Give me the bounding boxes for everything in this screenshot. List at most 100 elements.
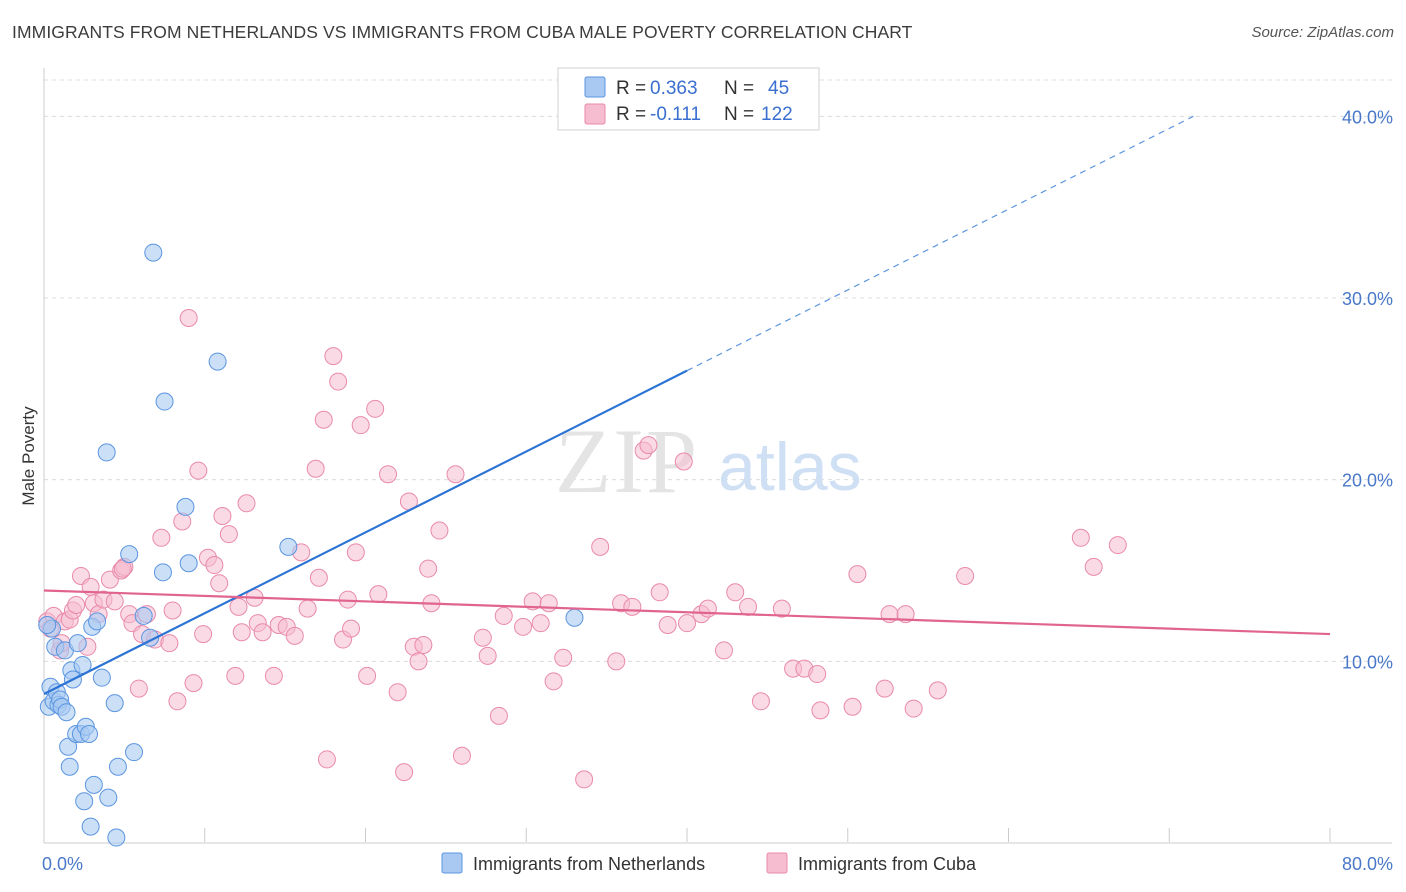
netherlands-point	[75, 792, 94, 811]
netherlands-point	[59, 737, 78, 756]
netherlands-point	[565, 608, 584, 627]
cuba-trend-line	[43, 589, 1331, 636]
cuba-point	[514, 617, 533, 636]
cuba-point	[843, 697, 862, 716]
cuba-point	[714, 641, 733, 660]
netherlands-point	[80, 725, 99, 743]
cuba-point	[739, 597, 758, 616]
cuba-point	[210, 574, 229, 593]
cuba-point	[395, 763, 414, 782]
y-tick-label: 10.0%	[1342, 652, 1393, 672]
cuba-point	[1108, 536, 1127, 555]
bottom-legend-swatch-cuba	[766, 852, 788, 874]
bottom-legend-swatch-netherlands	[441, 852, 463, 874]
cuba-point	[213, 507, 232, 525]
cuba-point	[956, 566, 975, 585]
cuba-point	[575, 770, 594, 789]
cuba-point	[317, 750, 336, 769]
netherlands-point	[57, 703, 76, 722]
cuba-point	[607, 652, 626, 671]
watermark: ZIP atlas	[555, 410, 862, 512]
watermark-zip: ZIP	[555, 410, 699, 512]
legend-r-value-1: 0.363	[650, 78, 698, 99]
cuba-point	[160, 634, 179, 653]
cuba-point	[309, 568, 328, 587]
legend-n-label-2: N =	[724, 104, 754, 125]
netherlands-point	[120, 545, 139, 564]
cuba-point	[698, 599, 717, 618]
cuba-point	[478, 646, 497, 665]
cuba-point	[414, 635, 433, 654]
legend-n-label-1: N =	[724, 78, 754, 99]
top-legend: R = 0.363 N = 45 R = -0.111 N = 122	[557, 67, 820, 131]
chart-title: IMMIGRANTS FROM NETHERLANDS VS IMMIGRANT…	[12, 22, 913, 42]
cuba-point	[179, 308, 198, 327]
cuba-point	[184, 674, 203, 693]
watermark-atlas: atlas	[718, 429, 862, 505]
cuba-point	[539, 594, 558, 613]
netherlands-point	[88, 612, 107, 631]
cuba-point	[105, 592, 124, 611]
trend-layer	[43, 115, 1331, 696]
cuba-point	[904, 699, 923, 718]
cuba-point	[531, 614, 550, 633]
cuba-point	[351, 416, 370, 435]
cuba-point	[346, 543, 365, 562]
legend-r-label-1: R =	[616, 78, 646, 99]
bottom-legend-label-cuba: Immigrants from Cuba	[798, 854, 977, 874]
cuba-point	[678, 614, 696, 633]
netherlands-point	[92, 668, 111, 687]
netherlands-trend-extension	[686, 115, 1194, 372]
cuba-point	[751, 692, 770, 711]
cuba-point	[366, 399, 385, 418]
cuba-point	[848, 565, 867, 584]
cuba-point	[379, 465, 398, 484]
grid-layer	[44, 79, 1392, 662]
y-axis-title: Male Poverty	[19, 406, 38, 506]
legend-r-value-2: -0.111	[650, 104, 701, 125]
cuba-point	[623, 597, 642, 616]
x-tick-label-min: 0.0%	[42, 854, 83, 874]
cuba-point	[452, 746, 471, 765]
cuba-point	[152, 528, 171, 547]
netherlands-point	[134, 606, 153, 625]
cuba-point	[409, 652, 428, 671]
cuba-point	[639, 436, 658, 455]
cuba-point	[430, 521, 449, 540]
netherlands-point	[81, 817, 100, 836]
cuba-point	[298, 599, 317, 618]
cuba-points	[38, 308, 1127, 789]
netherlands-point	[125, 743, 144, 762]
cuba-point	[129, 679, 148, 698]
chart-source: Source: ZipAtlas.com	[1251, 24, 1394, 41]
cuba-point	[324, 347, 343, 366]
cuba-point	[928, 681, 947, 700]
cuba-point	[1084, 557, 1103, 576]
cuba-point	[205, 556, 224, 575]
cuba-point	[237, 494, 256, 513]
cuba-point	[342, 619, 361, 638]
legend-r-label-2: R =	[616, 104, 646, 125]
netherlands-point	[144, 243, 163, 262]
cuba-point	[173, 512, 192, 531]
netherlands-point	[153, 563, 172, 582]
legend-swatch-cuba	[584, 103, 606, 125]
legend-n-value-1: 45	[768, 78, 789, 99]
cuba-point	[329, 372, 348, 391]
netherlands-point	[155, 392, 174, 411]
netherlands-point	[38, 616, 57, 634]
cuba-point	[306, 459, 325, 478]
cuba-point	[388, 683, 407, 702]
netherlands-points	[38, 243, 584, 847]
cuba-point	[264, 666, 283, 685]
legend-swatch-netherlands	[584, 76, 606, 98]
cuba-point	[232, 623, 251, 642]
cuba-point	[650, 583, 669, 602]
y-tick-label: 30.0%	[1342, 289, 1393, 309]
bottom-legend-label-netherlands: Immigrants from Netherlands	[473, 854, 705, 874]
netherlands-point	[208, 352, 227, 371]
netherlands-point	[60, 757, 79, 776]
netherlands-point	[97, 443, 116, 462]
cuba-point	[369, 585, 388, 604]
